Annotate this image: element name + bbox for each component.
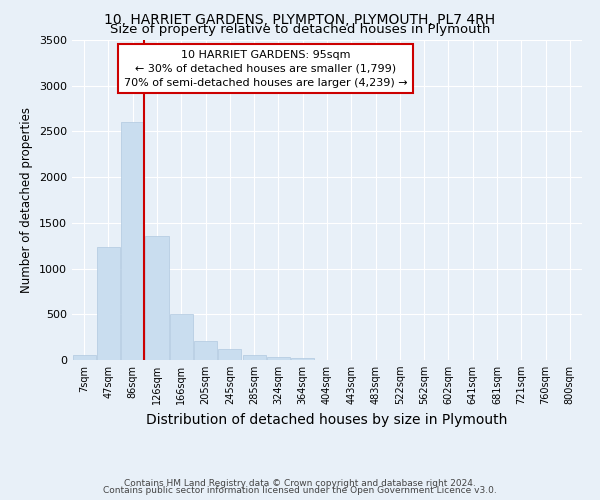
Bar	[97, 246, 120, 360]
Bar	[145, 236, 169, 360]
Text: 10, HARRIET GARDENS, PLYMPTON, PLYMOUTH, PL7 4RH: 10, HARRIET GARDENS, PLYMPTON, PLYMOUTH,…	[104, 12, 496, 26]
Text: 10 HARRIET GARDENS: 95sqm
← 30% of detached houses are smaller (1,799)
70% of se: 10 HARRIET GARDENS: 95sqm ← 30% of detac…	[124, 50, 407, 88]
Bar	[267, 357, 290, 360]
Y-axis label: Number of detached properties: Number of detached properties	[20, 107, 34, 293]
Bar	[242, 354, 266, 360]
Bar	[121, 122, 144, 360]
Text: Contains HM Land Registry data © Crown copyright and database right 2024.: Contains HM Land Registry data © Crown c…	[124, 478, 476, 488]
Text: Contains public sector information licensed under the Open Government Licence v3: Contains public sector information licen…	[103, 486, 497, 495]
Bar	[218, 349, 241, 360]
Bar	[291, 358, 314, 360]
Text: Size of property relative to detached houses in Plymouth: Size of property relative to detached ho…	[110, 22, 490, 36]
Bar	[194, 342, 217, 360]
Bar	[170, 314, 193, 360]
Bar	[73, 355, 95, 360]
X-axis label: Distribution of detached houses by size in Plymouth: Distribution of detached houses by size …	[146, 412, 508, 426]
